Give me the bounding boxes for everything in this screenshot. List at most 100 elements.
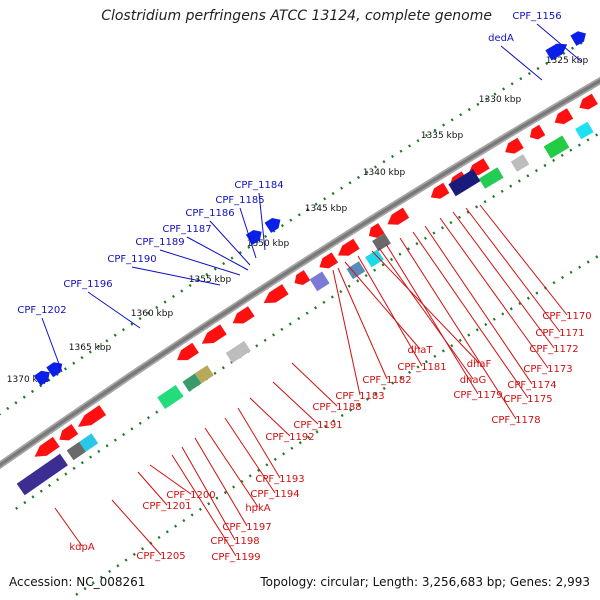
forward-gene xyxy=(570,31,586,46)
reverse-gene-label: CPF_1200 xyxy=(166,490,215,501)
reverse-leader-line xyxy=(204,427,259,508)
forward-leader-line xyxy=(87,291,141,329)
forward-gene xyxy=(245,230,262,245)
mid-scale-dots xyxy=(15,131,600,510)
reverse-gene-label: CPF_1181 xyxy=(397,362,446,373)
reverse-leader-line xyxy=(181,446,236,541)
reverse-gene-label: CPF_1194 xyxy=(250,489,299,500)
reverse-gene-label: CPF_1171 xyxy=(535,328,584,339)
reverse-gene xyxy=(34,436,60,457)
forward-leader-line xyxy=(500,45,543,81)
reverse-gene-label: kdpA xyxy=(69,542,94,553)
forward-leader-line xyxy=(239,207,257,259)
kbp-tick-label: 1325 kbp xyxy=(546,56,589,66)
forward-leader-line xyxy=(159,249,241,276)
reverse-leader-line xyxy=(439,217,549,369)
reverse-leader-line xyxy=(465,207,561,333)
kbp-tick-label: 1355 kbp xyxy=(189,275,232,285)
hit-block-light-gray xyxy=(510,154,530,172)
reverse-leader-line xyxy=(237,407,281,479)
reverse-gene xyxy=(529,124,546,140)
forward-leader-line xyxy=(209,220,251,266)
kbp-tick-label: 1370 kbp xyxy=(7,375,50,385)
reverse-leader-line xyxy=(291,362,338,407)
reverse-gene xyxy=(368,223,385,238)
forward-leader-line xyxy=(41,317,63,373)
reverse-leader-line xyxy=(399,237,517,420)
reverse-gene-label: CPF_1201 xyxy=(142,501,191,512)
kbp-tick-label: 1330 kbp xyxy=(479,95,522,105)
reverse-leader-line xyxy=(272,381,319,425)
reverse-gene xyxy=(319,252,339,269)
kbp-tick-label: 1365 kbp xyxy=(69,343,112,353)
reverse-gene xyxy=(554,108,574,125)
forward-gene-label: CPF_1185 xyxy=(215,195,264,206)
topology-summary: Topology: circular; Length: 3,256,683 bp… xyxy=(260,575,590,589)
reverse-gene-label: CPF_1182 xyxy=(362,375,411,386)
forward-gene xyxy=(33,370,50,386)
reverse-gene-label: CPF_1170 xyxy=(542,311,591,322)
hit-block-gray xyxy=(372,233,391,252)
reverse-leader-line xyxy=(224,417,276,494)
kbp-tick-label: 1360 kbp xyxy=(131,309,174,319)
reverse-gene xyxy=(294,270,311,285)
reverse-gene-label: CPF_1205 xyxy=(136,551,185,562)
kbp-tick-label: 1340 kbp xyxy=(363,168,406,178)
forward-gene xyxy=(264,218,281,233)
forward-leader-line xyxy=(186,236,249,271)
reverse-leader-line xyxy=(385,243,479,395)
reverse-gene-label: CPF_1172 xyxy=(529,344,578,355)
reverse-gene-label: dhaF xyxy=(467,359,492,370)
reverse-leader-line xyxy=(337,267,388,380)
reverse-gene xyxy=(177,342,199,361)
reverse-leader-line xyxy=(149,464,192,495)
reverse-leader-line xyxy=(371,250,480,364)
reverse-gene-label: CPF_1191 xyxy=(293,420,342,431)
reverse-gene-label: CPF_1197 xyxy=(222,522,271,533)
forward-gene-label: CPF_1184 xyxy=(234,180,283,191)
forward-leader-line xyxy=(131,266,221,286)
reverse-gene xyxy=(201,324,227,344)
forward-leader-line xyxy=(258,192,266,251)
forward-gene-label: CPF_1196 xyxy=(63,279,112,290)
hit-block-green xyxy=(478,167,504,189)
reverse-leader-line xyxy=(452,211,555,349)
reverse-gene-label: CPF_1179 xyxy=(453,390,502,401)
hit-block-navy xyxy=(448,169,481,197)
hit-block-green xyxy=(543,135,570,159)
reverse-gene-label: CPF_1192 xyxy=(265,432,314,443)
reverse-gene-label: dhaG xyxy=(460,375,487,386)
reverse-gene-label: CPF_1173 xyxy=(523,364,572,375)
hit-block-green-dark xyxy=(182,373,202,392)
reverse-gene-label: CPF_1199 xyxy=(211,552,260,563)
hit-block-green xyxy=(157,385,184,409)
kbp-tick-label: 1335 kbp xyxy=(421,131,464,141)
forward-gene xyxy=(46,362,63,378)
reverse-gene-label: CPF_1193 xyxy=(255,474,304,485)
hit-block-cyan xyxy=(575,121,594,140)
kbp-tick-label: 1350 kbp xyxy=(247,239,290,249)
kbp-tick-label: 1345 kbp xyxy=(305,204,348,214)
reverse-leader-line xyxy=(54,507,83,547)
reverse-leader-line xyxy=(344,261,421,350)
hit-block-cyan xyxy=(365,249,384,268)
forward-gene-label: CPF_1202 xyxy=(17,305,66,316)
hit-block-light-gray xyxy=(225,340,251,364)
forward-gene-label: CPF_1189 xyxy=(135,237,184,248)
reverse-gene xyxy=(59,424,79,441)
hit-block-purple xyxy=(16,453,68,496)
reverse-gene xyxy=(263,284,289,304)
reverse-leader-line xyxy=(249,397,291,437)
reverse-leader-line xyxy=(357,255,423,367)
reverse-gene xyxy=(430,182,450,199)
hit-block-lavender xyxy=(309,271,330,292)
reverse-gene-label: dhaT xyxy=(408,345,434,356)
reverse-gene xyxy=(505,137,524,154)
backbone-ring-core xyxy=(0,78,600,468)
reverse-leader-line xyxy=(378,247,474,380)
accession-text: Accession: NC_008261 xyxy=(9,575,146,589)
forward-gene-label: CPF_1187 xyxy=(162,224,211,235)
forward-gene-label: dedA xyxy=(488,33,514,44)
